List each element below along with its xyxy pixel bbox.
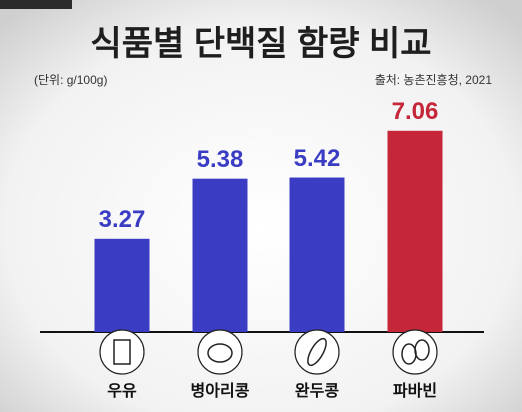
icon-circle	[294, 329, 340, 375]
bar	[289, 177, 345, 332]
value-label: 5.38	[197, 146, 244, 173]
source: 출처: 농촌진흥청, 2021	[375, 73, 493, 87]
icon-milk	[113, 339, 131, 365]
value-label: 5.42	[294, 145, 341, 172]
bar	[192, 178, 248, 332]
icon-circle	[99, 329, 145, 375]
icon-circle	[197, 329, 243, 375]
x-tick-label: 완두콩	[295, 382, 339, 400]
x-tick-label: 우유	[107, 382, 137, 400]
icons	[113, 337, 430, 367]
chart-title: 식품별 단백질 함량 비교	[90, 25, 431, 63]
value-label: 3.27	[99, 206, 146, 233]
value-label: 7.06	[392, 98, 439, 125]
subtitle: (단위: g/100g)	[34, 73, 107, 87]
icon-fava	[414, 339, 430, 361]
icon-chickpea	[207, 343, 233, 363]
bar	[387, 130, 443, 332]
x-tick-label: 파바빈	[393, 382, 437, 400]
icon-pea	[307, 337, 327, 367]
x-tick-label: 병아리콩	[191, 382, 250, 400]
top-banner	[0, 0, 72, 9]
bar	[94, 238, 150, 332]
